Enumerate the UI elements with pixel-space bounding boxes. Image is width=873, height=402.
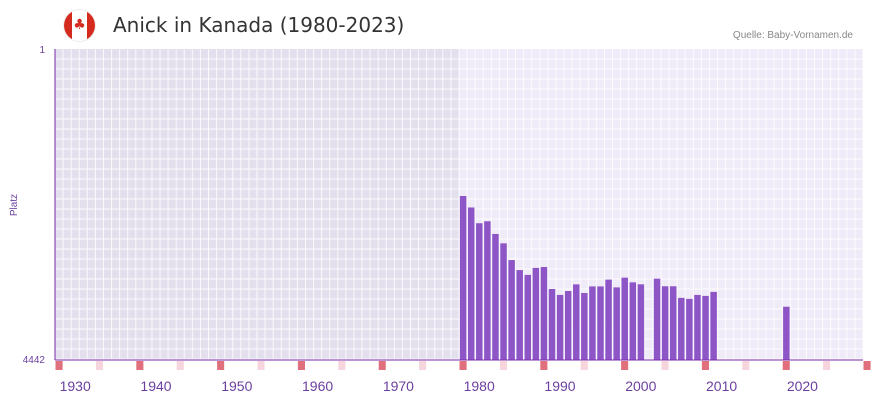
x-tick-label-1950: 1950 [221,378,252,394]
half-decade-marker-2003 [661,361,669,370]
flag-right-band [87,10,95,41]
half-decade-marker-1933 [95,361,103,370]
decade-marker-1948 [217,361,225,370]
x-tick-label-1990: 1990 [544,378,575,394]
bar-1999 [629,282,637,360]
bar-1982 [492,233,499,360]
bar-1979 [467,207,475,360]
axis-labels: 1 4442 Platz [9,45,45,366]
grid-lines [54,49,872,360]
decade-marker-1938 [136,361,144,370]
half-decade-marker-1943 [176,361,184,370]
decade-marker-2018 [782,361,790,370]
source-link[interactable]: Quelle: Baby-Vornamen.de [732,30,853,41]
x-tick-label-1960: 1960 [302,378,333,394]
y-tick-label-top: 1 [39,45,45,56]
bar-1995 [597,286,604,360]
axes [54,49,863,361]
x-tick-label-1970: 1970 [383,378,414,394]
bar-1987 [532,267,540,360]
canada-flag-icon: ♣ [64,10,95,41]
decade-marker-1958 [297,361,305,370]
bar-2000 [637,284,645,360]
maple-leaf-icon: ♣ [73,17,86,33]
bar-1980 [476,223,483,360]
bar-1992 [573,284,580,360]
decade-marker-2028 [863,361,871,370]
bar-1978 [459,195,467,360]
bar-2004 [669,286,677,360]
half-decade-marker-2013 [742,361,750,370]
x-tick-label-1980: 1980 [464,378,495,394]
bar-2006 [686,298,693,360]
x-tick-labels: 1930 1940 1950 1960 1970 1980 1990 2000 2010 2020 [60,378,819,394]
year-markers [55,361,871,370]
half-decade-marker-1983 [499,361,507,370]
bar-2009 [710,291,717,360]
bar-1993 [581,292,588,360]
bar-1997 [613,287,620,360]
bar-2018 [783,306,790,360]
y-axis-title: Platz [9,194,20,216]
decade-marker-1978 [459,361,467,370]
bar-1990 [556,294,564,360]
decade-marker-1998 [621,361,629,370]
bar-1981 [484,221,491,360]
bar-1996 [605,279,612,360]
decade-marker-1928 [55,361,63,370]
half-decade-marker-1963 [338,361,346,370]
x-tick-label-1940: 1940 [140,378,171,394]
decade-marker-1968 [378,361,386,370]
x-tick-label-1930: 1930 [60,378,91,394]
bar-1985 [516,270,523,360]
bar-2003 [661,286,669,360]
bar-1998 [621,277,628,360]
bar-1989 [548,288,556,360]
half-decade-marker-1973 [419,361,427,370]
bar-2007 [694,294,701,360]
x-tick-label-2010: 2010 [706,378,737,394]
bar-1991 [564,291,572,360]
bar-1983 [500,243,507,360]
flag-left-band [64,10,72,41]
bars [459,195,790,360]
chart-title: Anick in Kanada (1980-2023) [113,13,405,37]
bar-1984 [508,260,515,360]
decade-marker-1988 [540,361,548,370]
bar-1986 [524,274,532,360]
y-tick-label-bottom: 4442 [23,355,46,366]
x-tick-label-2000: 2000 [625,378,656,394]
bar-2008 [702,295,709,360]
half-decade-marker-2023 [823,361,831,370]
x-tick-label-2020: 2020 [787,378,818,394]
bar-2005 [678,297,685,360]
half-decade-marker-1993 [580,361,588,370]
bar-2002 [653,278,661,360]
bar-1994 [589,286,596,360]
decade-marker-2008 [701,361,709,370]
half-decade-marker-1953 [257,361,265,370]
bar-1988 [540,267,548,360]
